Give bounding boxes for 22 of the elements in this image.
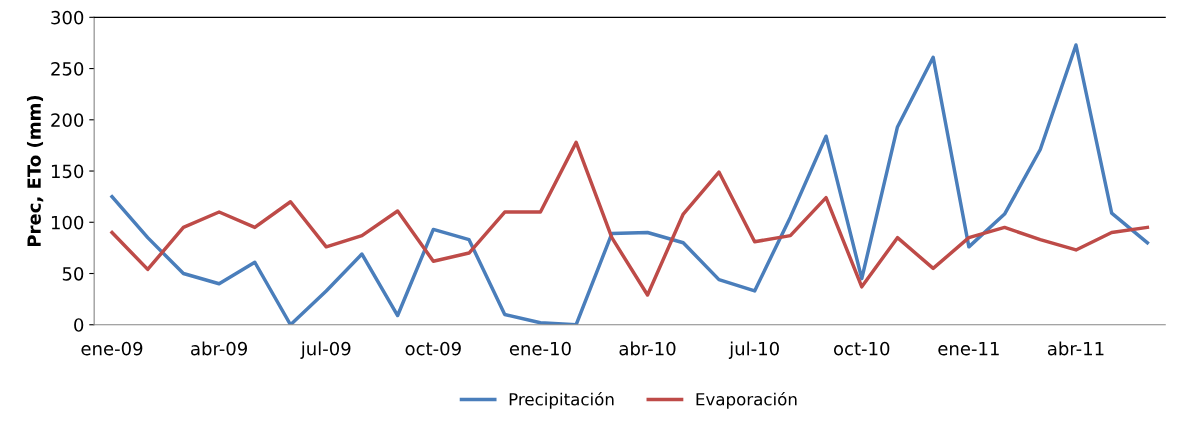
- line-series: [110, 43, 1150, 325]
- x-tick-label: ene-10: [509, 341, 571, 356]
- x-tick-label: oct-09: [405, 341, 461, 356]
- x-tick-label: jul-10: [728, 341, 779, 359]
- x-tick-label: jul-09: [300, 341, 351, 359]
- y-tick-label: 0: [74, 318, 84, 332]
- y-tick-label: 150: [51, 164, 84, 179]
- y-tick-label: 300: [51, 10, 84, 25]
- x-tick-label: abr-10: [619, 341, 676, 356]
- legend-label: Evaporación: [696, 392, 797, 409]
- x-tick-label: ene-09: [81, 341, 143, 356]
- y-tick-label: 200: [51, 113, 84, 127]
- legend-label: Precipitación: [509, 392, 614, 409]
- y-tick-label: 100: [51, 215, 84, 230]
- x-tick-label: abr-09: [191, 341, 247, 356]
- x-tick-label: ene-11: [938, 341, 999, 356]
- x-tick-label: abr-11: [1047, 341, 1104, 356]
- y-tick-label: 250: [51, 62, 84, 76]
- y-tick-label: 50: [62, 266, 84, 281]
- x-tick-label: oct-10: [833, 341, 890, 356]
- line-series: [110, 140, 1150, 297]
- y-axis-title: Prec, ETo (mm): [26, 95, 44, 247]
